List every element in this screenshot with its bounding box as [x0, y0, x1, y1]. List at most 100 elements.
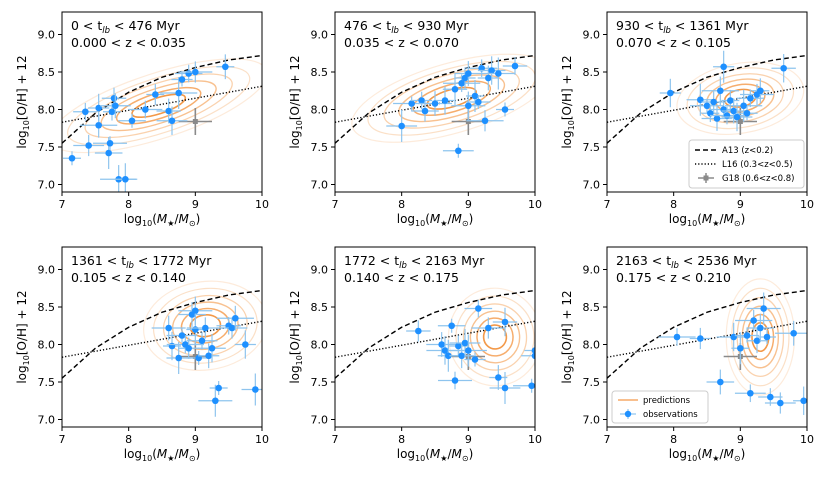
observation-point [690, 98, 724, 113]
observation-point [686, 83, 715, 116]
x-tick-label: 9 [737, 433, 744, 446]
observation-point [502, 57, 528, 75]
observation-point [406, 320, 431, 342]
y-axis-label-part: 10 [567, 120, 576, 130]
observation-marker [743, 109, 751, 117]
prediction-contour [62, 58, 262, 154]
panel-2: 7 8 9 107.07.58.08.59.0log10(M★/M⊙)log10[O/… [288, 11, 542, 228]
observation-point [449, 328, 481, 358]
observations [151, 296, 262, 417]
x-axis-label-part: 10 [415, 454, 425, 463]
observation-point [721, 98, 746, 124]
y-tick-label: 8.5 [38, 66, 56, 79]
panel-plot-area [62, 54, 262, 192]
observation-marker [730, 333, 737, 341]
y-tick-label: 8.5 [38, 301, 56, 314]
y-tick-label: 7.0 [583, 179, 601, 192]
x-axis-label-part: M [452, 447, 463, 461]
y-axis-label-part: [O/H] + 12 [288, 55, 302, 120]
x-axis-label-part: log [124, 447, 142, 461]
observation-marker [106, 139, 114, 147]
annotation-part: 1361 < t [71, 253, 126, 268]
x-tick-label: 8 [125, 198, 132, 211]
observation-marker [478, 64, 485, 72]
observation-marker [122, 175, 129, 183]
g18-point [723, 108, 757, 135]
observation-point [477, 56, 506, 85]
observation-marker [475, 305, 482, 312]
observation-point [746, 328, 768, 354]
observation-point [443, 74, 481, 93]
x-tick-label: 7 [59, 198, 66, 211]
prediction-contour [476, 317, 514, 357]
observations [386, 56, 528, 158]
legend-a13-label: A13 (z<0.2) [722, 146, 773, 156]
observation-point [464, 352, 486, 367]
observation-marker [485, 74, 492, 82]
x-axis-label-part: ★ [440, 219, 447, 228]
observation-marker [252, 386, 259, 393]
observation-marker [733, 113, 741, 121]
observation-point [438, 371, 472, 390]
observation-point [466, 59, 498, 78]
observation-point [386, 110, 418, 142]
observation-marker [501, 106, 509, 113]
observation-point [489, 372, 521, 404]
observation-marker [697, 335, 704, 342]
annotation-part: lb [126, 261, 134, 271]
observation-marker [667, 89, 674, 97]
x-axis-label-part: M [724, 212, 735, 226]
observation-point [411, 91, 433, 110]
observation-marker [481, 117, 489, 125]
observation-point [73, 102, 98, 121]
x-axis-label-part: ) [741, 447, 746, 461]
observation-point [449, 334, 487, 367]
observation-marker [128, 117, 136, 125]
x-tick-label: 7 [332, 198, 339, 211]
observation-marker [438, 341, 445, 348]
observation-point [658, 328, 696, 346]
observation-marker [727, 97, 734, 104]
observation-point [775, 320, 807, 346]
observation-marker [198, 337, 206, 345]
observation-marker [455, 342, 462, 350]
y-axis-label-part: log [560, 365, 574, 383]
observation-marker [222, 63, 229, 71]
observation-point [713, 50, 735, 83]
x-axis-label-part: ) [469, 447, 474, 461]
observation-marker [398, 122, 405, 130]
observation-point [706, 369, 735, 395]
observation-marker [448, 322, 455, 330]
prediction-contour [482, 324, 508, 350]
annotation-part: 476 < t [344, 18, 391, 33]
legend-box [688, 139, 805, 189]
observation-marker [168, 342, 176, 350]
g18-point [178, 108, 212, 135]
x-axis-label: log10(M★/M⊙) [397, 212, 474, 228]
y-axis-label-part: [O/H] + 12 [560, 55, 574, 120]
y-tick-label: 9.0 [583, 264, 601, 277]
observation-point [466, 110, 504, 132]
panel-redshift-range: 0.175 < z < 0.210 [616, 270, 731, 285]
x-tick-label: 7 [59, 433, 66, 446]
x-axis-label-part: M [179, 212, 190, 226]
observation-marker [488, 67, 495, 74]
observation-point [736, 89, 765, 108]
x-axis-label-part: ( [152, 212, 157, 226]
observation-marker [501, 384, 509, 392]
observation-point [764, 392, 796, 414]
observation-point [198, 343, 220, 369]
prediction-contour [84, 73, 233, 139]
prediction-contour [351, 53, 535, 143]
observations [406, 299, 535, 404]
x-axis-label-part: / [447, 212, 452, 226]
observation-marker [242, 341, 249, 348]
panel-lookback-range: 476 < tlb < 930 Myr [344, 18, 469, 36]
observation-point [524, 341, 535, 360]
observation-marker [185, 344, 192, 352]
observation-marker [697, 96, 704, 104]
panel-lookback-range: 0 < tlb < 476 Myr [71, 18, 180, 36]
observation-marker [142, 106, 149, 113]
y-tick-label: 9.0 [38, 264, 56, 277]
x-tick-label: 9 [465, 433, 472, 446]
